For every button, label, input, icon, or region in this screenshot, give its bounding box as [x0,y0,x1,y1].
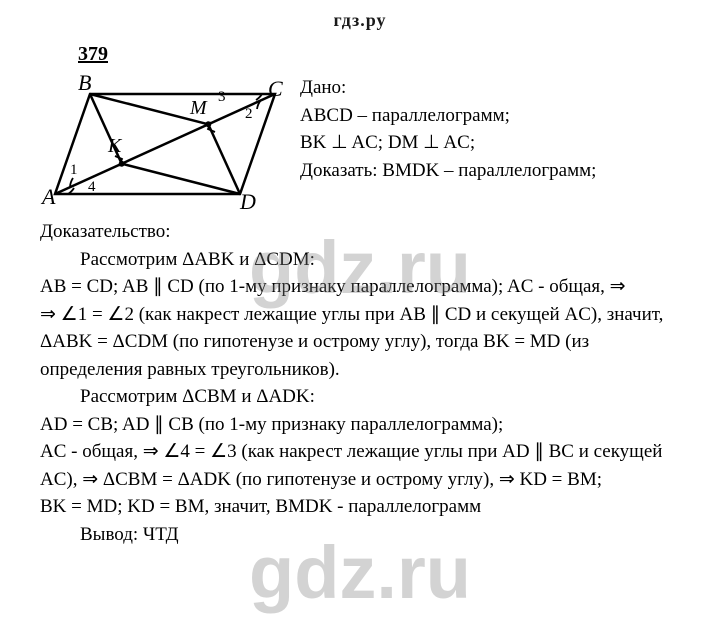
proof-block: Доказательство: Рассмотрим ΔABK и ΔCDM: … [40,218,680,549]
page-container: гдз.ру 379 [0,0,720,619]
segment-kd [122,164,240,194]
label-angle-2: 2 [245,106,253,122]
label-c: C [268,76,283,101]
proof-p8: Вывод: ЧТД [40,521,680,549]
problem-number: 379 [78,43,720,66]
label-k: K [107,135,123,157]
proof-p6: AC - общая, ⇒ ∠4 = ∠3 (как накрест лежащ… [40,438,680,493]
label-b: B [78,74,91,95]
segment-dm [208,124,240,194]
proof-p4: Рассмотрим ΔCBM и ΔADK: [40,383,680,411]
given-block: Дано: ABCD – параллелограмм; BK ⊥ AC; DM… [300,74,596,214]
label-angle-4: 4 [88,179,96,195]
proof-p1: Рассмотрим ΔABK и ΔCDM: [40,246,680,274]
point-k-dot [119,161,125,167]
label-angle-3: 3 [218,89,226,105]
point-m-dot [205,121,211,127]
label-angle-1: 1 [70,162,78,178]
given-line-3: Доказать: BMDK – параллелограмм; [300,157,596,185]
site-header: гдз.ру [0,0,720,31]
proof-title: Доказательство: [40,218,680,246]
given-line-1: ABCD – параллелограмм; [300,102,596,130]
proof-p3: ⇒ ∠1 = ∠2 (как накрест лежащие углы при … [40,301,680,384]
proof-p2: AB = CD; AB ∥ CD (по 1-му признаку парал… [40,273,680,301]
top-section: A B C D K M 1 2 3 4 Дано: ABCD – паралле… [40,74,720,214]
label-d: D [239,189,256,214]
diagram-svg: A B C D K M 1 2 3 4 [40,74,290,214]
proof-p7: BK = MD; KD = BM, значит, BMDK - паралле… [40,493,680,521]
geometry-diagram: A B C D K M 1 2 3 4 [40,74,290,214]
label-m: M [189,97,208,119]
given-title: Дано: [300,74,596,102]
label-a: A [40,184,56,209]
proof-p5: AD = CB; AD ∥ CB (по 1-му признаку парал… [40,411,680,439]
given-line-2: BK ⊥ AC; DM ⊥ AC; [300,129,596,157]
